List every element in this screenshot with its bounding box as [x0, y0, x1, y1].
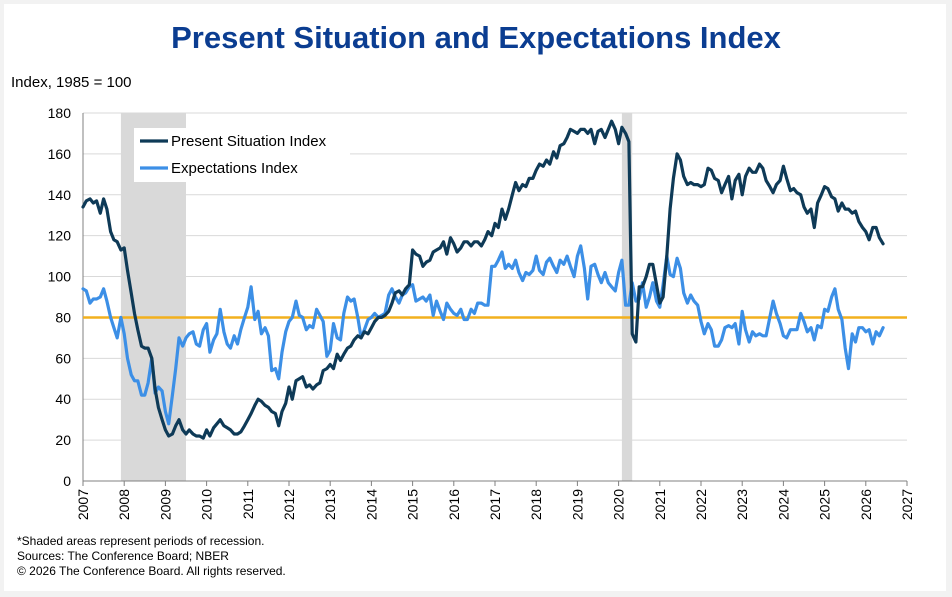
series-lines — [81, 119, 885, 440]
present-situation-line — [81, 119, 885, 440]
y-tick-label: 0 — [63, 473, 71, 489]
x-tick-label: 2022 — [693, 489, 709, 520]
x-tick-label: 2012 — [281, 489, 297, 520]
legend-label: Present Situation Index — [171, 133, 327, 150]
axes: 0 20 40 60 80 100 120 140 160 180 2007 2008 2009 2010… — [48, 105, 915, 520]
footnote-copyright: © 2026 The Conference Board. All rights … — [17, 564, 286, 578]
x-tick-label: 2010 — [199, 489, 215, 520]
footnotes: *Shaded areas represent periods of reces… — [17, 534, 286, 579]
x-tick-label: 2014 — [363, 489, 379, 520]
x-tick-label: 2023 — [734, 489, 750, 520]
y-tick-label: 120 — [48, 228, 72, 244]
y-tick-label: 20 — [55, 432, 71, 448]
x-tick-label: 2018 — [528, 489, 544, 520]
legend: Present Situation Index Expectations Inde… — [134, 128, 350, 182]
x-tick-label: 2021 — [652, 489, 668, 520]
x-tick-label: 2019 — [569, 489, 585, 520]
footnote-sources: Sources: The Conference Board; NBER — [17, 549, 229, 563]
legend-box — [134, 128, 350, 182]
y-tick-label: 160 — [48, 146, 72, 162]
x-tick-label: 2007 — [75, 489, 91, 520]
x-tick-label: 2008 — [116, 489, 132, 520]
recession-band-2 — [621, 113, 633, 481]
y-axis-unit-label: Index, 1985 = 100 — [11, 74, 132, 91]
x-tick-label: 2017 — [487, 489, 503, 520]
x-tick-label: 2024 — [775, 489, 791, 520]
y-tick-label: 60 — [55, 350, 71, 366]
x-tick-label: 2009 — [157, 489, 173, 520]
chart-title: Present Situation and Expectations Index — [171, 20, 781, 55]
y-tick-label: 80 — [55, 309, 71, 325]
expectations-line — [81, 244, 885, 426]
x-tick-label: 2015 — [405, 489, 421, 520]
x-tick-label: 2027 — [899, 489, 915, 520]
x-tick-label: 2013 — [322, 489, 338, 520]
y-tick-label: 140 — [48, 187, 72, 203]
x-tick-label: 2020 — [611, 489, 627, 520]
x-tick-label: 2025 — [817, 489, 833, 520]
y-tick-label: 100 — [48, 269, 72, 285]
x-tick-label: 2026 — [858, 489, 874, 520]
x-tick-label: 2011 — [240, 489, 256, 519]
x-tick-label: 2016 — [446, 489, 462, 520]
footnote-recession: *Shaded areas represent periods of reces… — [17, 534, 265, 548]
y-tick-label: 180 — [48, 105, 72, 121]
legend-label: Expectations Index — [171, 160, 298, 177]
y-tick-label: 40 — [55, 391, 71, 407]
